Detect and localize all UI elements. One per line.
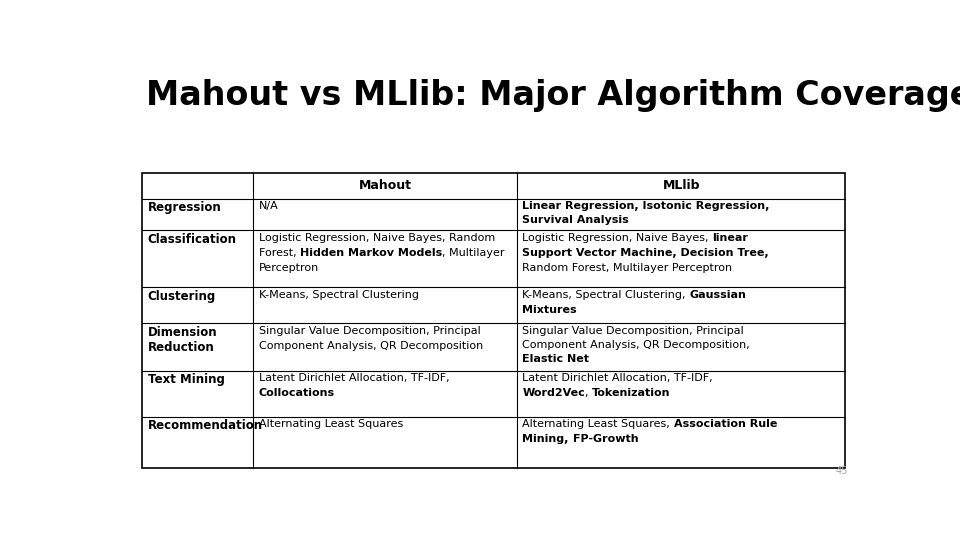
Text: Dimension
Reduction: Dimension Reduction <box>148 326 217 354</box>
Text: K-Means, Spectral Clustering: K-Means, Spectral Clustering <box>258 289 419 300</box>
Text: linear: linear <box>712 233 748 243</box>
Text: Random Forest, Multilayer Perceptron: Random Forest, Multilayer Perceptron <box>522 263 732 273</box>
Text: Forest,: Forest, <box>258 248 300 258</box>
Text: Tokenization: Tokenization <box>592 388 670 399</box>
Text: Recommendation: Recommendation <box>148 419 263 432</box>
Text: Latent Dirichlet Allocation, TF-IDF,: Latent Dirichlet Allocation, TF-IDF, <box>522 374 713 383</box>
Text: Logistic Regression, Naive Bayes,: Logistic Regression, Naive Bayes, <box>522 233 712 243</box>
Text: Linear Regression, Isotonic Regression,: Linear Regression, Isotonic Regression, <box>522 201 770 211</box>
Text: FP-Growth: FP-Growth <box>572 434 638 444</box>
Text: Classification: Classification <box>148 233 236 246</box>
Text: Hidden Markov Models: Hidden Markov Models <box>300 248 442 258</box>
Text: Support Vector Machine, Decision Tree,: Support Vector Machine, Decision Tree, <box>522 248 769 258</box>
Text: 45: 45 <box>835 465 848 476</box>
Text: , Multilayer: , Multilayer <box>442 248 505 258</box>
Text: Singular Value Decomposition, Principal: Singular Value Decomposition, Principal <box>522 326 744 336</box>
Text: MLlib: MLlib <box>662 179 700 192</box>
Text: Association Rule: Association Rule <box>674 419 777 429</box>
Text: Regression: Regression <box>148 201 221 214</box>
Text: Alternating Least Squares: Alternating Least Squares <box>258 419 403 429</box>
Text: N/A: N/A <box>258 201 278 211</box>
Text: Logistic Regression, Naive Bayes, Random: Logistic Regression, Naive Bayes, Random <box>258 233 494 243</box>
Text: K-Means, Spectral Clustering,: K-Means, Spectral Clustering, <box>522 289 689 300</box>
Text: Survival Analysis: Survival Analysis <box>522 215 629 225</box>
Text: Component Analysis, QR Decomposition: Component Analysis, QR Decomposition <box>258 341 483 350</box>
Text: Alternating Least Squares,: Alternating Least Squares, <box>522 419 674 429</box>
Bar <box>142 173 846 468</box>
Text: Mining,: Mining, <box>522 434 572 444</box>
Text: Mixtures: Mixtures <box>522 305 577 315</box>
Text: Text Mining: Text Mining <box>148 374 225 387</box>
Text: Perceptron: Perceptron <box>258 263 319 273</box>
Text: Collocations: Collocations <box>258 388 335 399</box>
Text: Mahout: Mahout <box>359 179 412 192</box>
Text: Elastic Net: Elastic Net <box>522 354 589 364</box>
Text: Component Analysis, QR Decomposition,: Component Analysis, QR Decomposition, <box>522 340 750 350</box>
Text: ,: , <box>585 388 592 399</box>
Text: Gaussian: Gaussian <box>689 289 746 300</box>
Text: Clustering: Clustering <box>148 289 216 302</box>
Text: Singular Value Decomposition, Principal: Singular Value Decomposition, Principal <box>258 326 480 336</box>
Text: Mahout vs MLlib: Major Algorithm Coverage: Mahout vs MLlib: Major Algorithm Coverag… <box>146 79 960 112</box>
Text: Word2Vec: Word2Vec <box>522 388 585 399</box>
Text: Latent Dirichlet Allocation, TF-IDF,: Latent Dirichlet Allocation, TF-IDF, <box>258 374 449 383</box>
